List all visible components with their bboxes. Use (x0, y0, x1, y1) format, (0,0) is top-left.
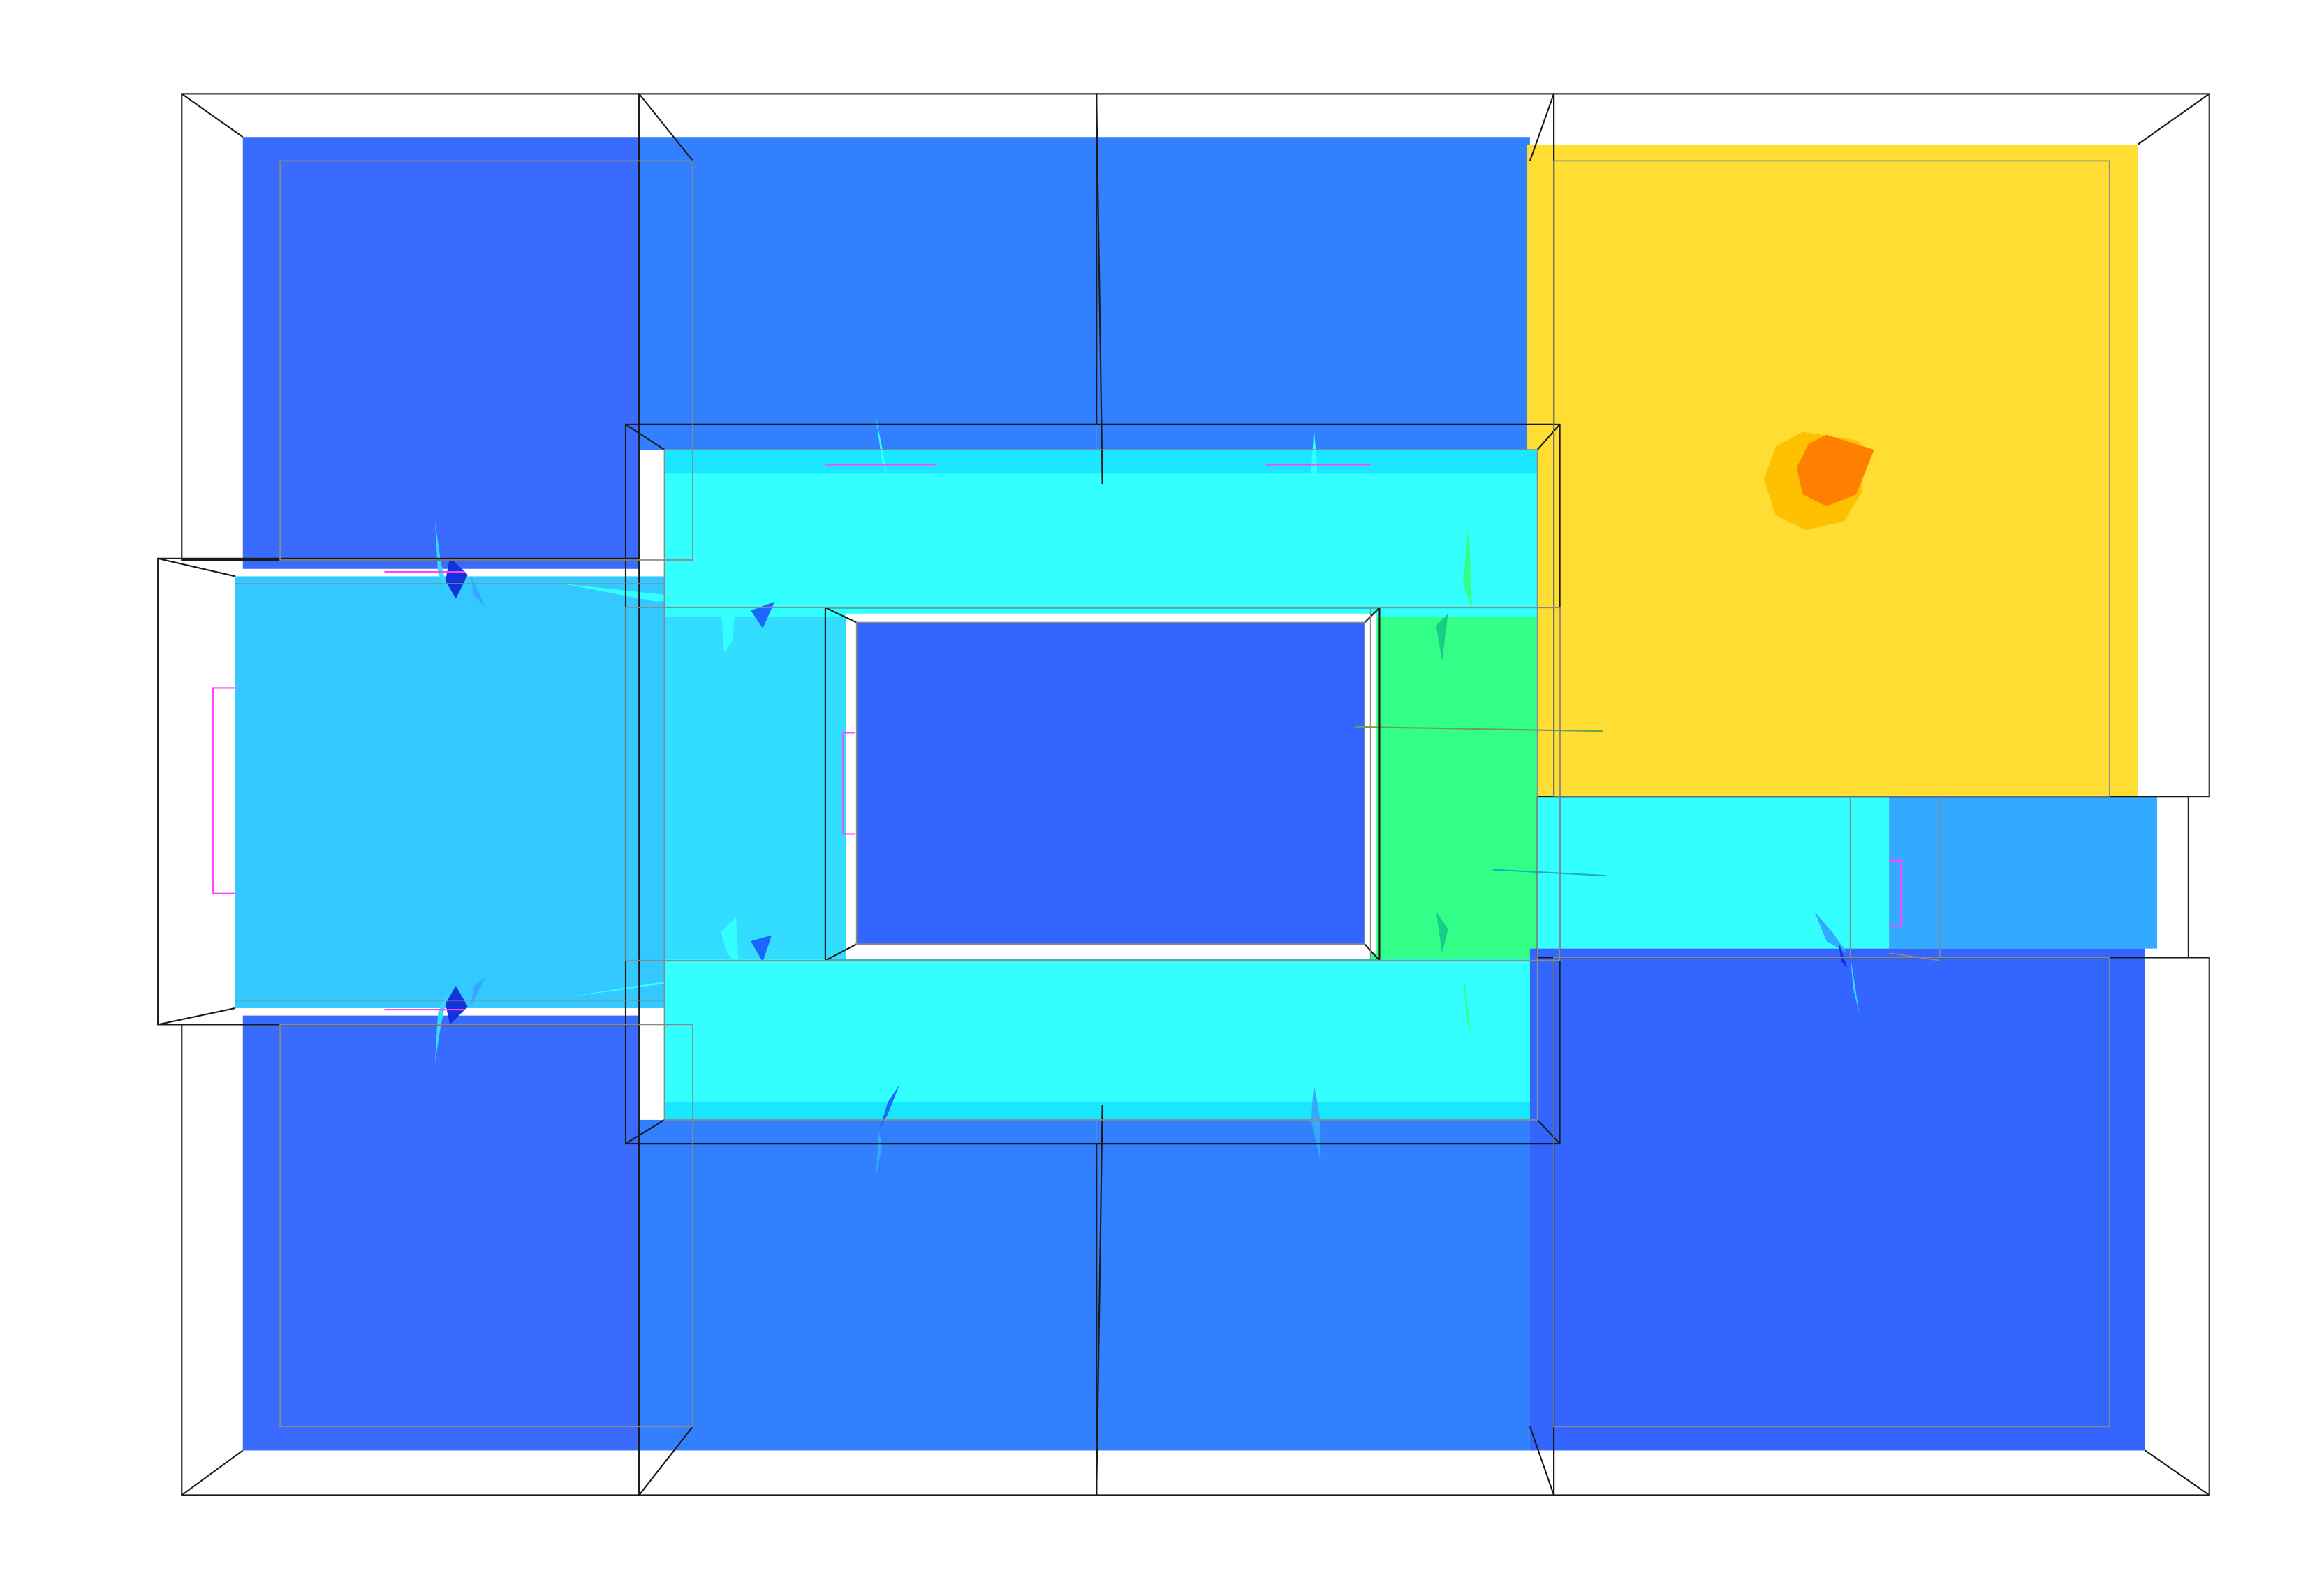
inner-ring-right (1369, 607, 1561, 961)
edge-ring-2 (1536, 424, 1561, 450)
inner-ring (663, 449, 1538, 1121)
opening-core-west (842, 732, 855, 835)
inner-top-right (1553, 160, 2110, 797)
vent-marker-ring-left-top (721, 586, 736, 653)
edge-tl-4 (638, 1426, 693, 1496)
edge-core-4 (1364, 943, 1381, 961)
room-bottom-left (242, 1015, 640, 1451)
edge-br-1 (2145, 1449, 2210, 1496)
edge-tl-3 (181, 1449, 244, 1496)
vent-marker-east-b (1838, 940, 1848, 968)
edge-core-3 (825, 943, 858, 961)
room-bottom-right (1529, 948, 2145, 1451)
corridor-ring-left (664, 617, 846, 959)
vent-marker-ring-right-bottom (1436, 911, 1448, 954)
wireframe-perspective (157, 93, 2210, 1496)
edge-core-1 (825, 607, 858, 623)
vent-marker-left-bottom-b (445, 985, 468, 1025)
corridor-ring-top (664, 450, 1538, 617)
room-bottom-middle-left (639, 1119, 1097, 1451)
corridor-ring-right (1370, 617, 1538, 959)
fire-inner-zone (1796, 434, 1874, 507)
edge-tr-1 (2137, 93, 2210, 145)
vent-marker-ring-left-bottom (721, 917, 740, 968)
vent-marker-ring-right-top-b (1436, 613, 1448, 662)
inner-bottom-right (1553, 957, 2110, 1428)
edge-lh-2 (157, 1007, 236, 1026)
edge-tl-1 (181, 93, 244, 138)
opening-east (1889, 859, 1902, 927)
vent-marker-left-bottom (434, 991, 449, 1063)
room-east-stub (1889, 797, 2158, 949)
inner-top-left (279, 160, 693, 561)
room-center-core (856, 622, 1365, 945)
fire-source (1763, 431, 1874, 531)
inner-east-c (1888, 952, 1940, 961)
room-bottom-middle-right (1096, 1119, 1530, 1451)
vent-marker-left-top-b (445, 556, 468, 599)
opening-west-door (212, 687, 236, 894)
room-top-left (242, 137, 640, 569)
vent-marker-core-line (1355, 725, 1603, 732)
room-top-middle-left (639, 137, 1097, 450)
vent-marker-left-top (434, 521, 449, 593)
openings (212, 464, 1902, 1011)
vent-marker-left-top-d (563, 584, 700, 602)
wireframe-inner (235, 160, 2110, 1428)
vent-marker-bottom-b (1311, 1084, 1321, 1159)
edge-mid-top (1096, 94, 1103, 485)
corridor-east (1537, 797, 1890, 949)
corridor-ring-top-edge (664, 450, 1538, 474)
edge-ring-4 (1536, 1119, 1561, 1144)
room-top-middle-right (1096, 137, 1530, 450)
edge-mid-bottom (1096, 1105, 1103, 1496)
edge-right-top (1529, 94, 1555, 161)
edge-right-bottom (1529, 1426, 1555, 1496)
edge-lh-1 (157, 557, 236, 577)
edge-tl-2 (638, 93, 693, 162)
edge-ring-3 (625, 1119, 665, 1144)
vent-marker-east (1814, 911, 1848, 954)
room-slices (235, 137, 2158, 1451)
edge-core-2 (1364, 607, 1381, 623)
corridor-ring-bottom (664, 959, 1538, 1120)
vent-marker-east-line (1492, 869, 1606, 877)
vent-marker-top-b (1311, 429, 1317, 503)
inner-core (855, 621, 1365, 945)
corridor-ring-bottom-edge (664, 1102, 1538, 1120)
inner-bottom-left (279, 1024, 693, 1428)
edge-ring-1 (625, 423, 665, 451)
vent-marker-ring-left-bottom-b (751, 935, 772, 962)
room-left-hall (235, 576, 671, 1008)
